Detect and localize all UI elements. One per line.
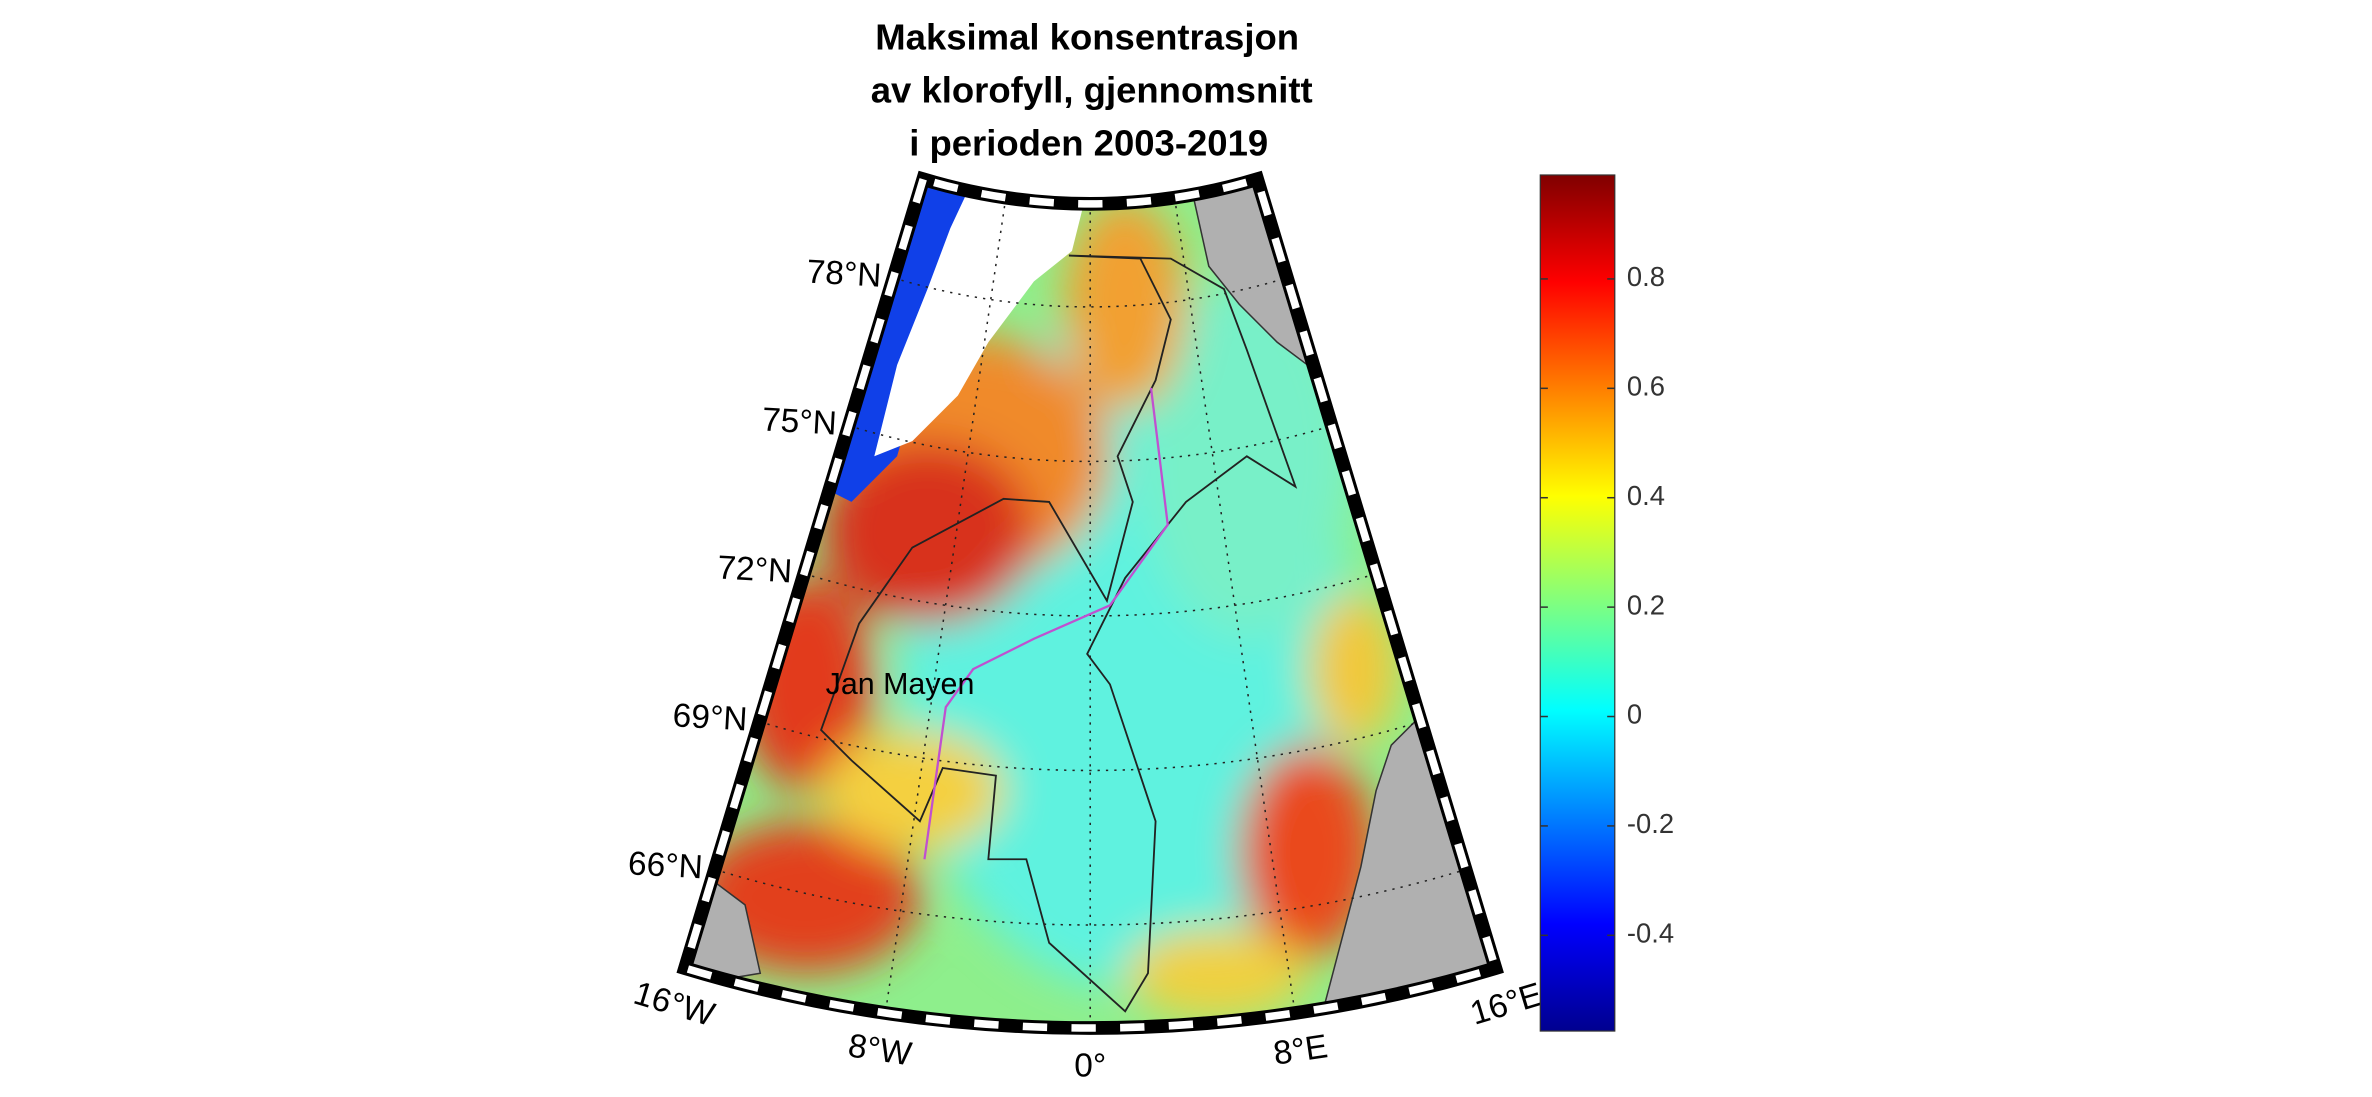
parallel [714,868,1466,926]
field-blob [1307,593,1399,746]
lon-label: 8°W [846,1027,915,1073]
field-blob [1239,745,1377,959]
land [1321,713,1496,1013]
colorbar-tick-label: -0.2 [1627,808,1674,839]
field-blob [821,729,1004,852]
lat-label: 78°N [806,254,883,295]
lon-label: 0° [1074,1047,1106,1084]
transect [923,387,1169,860]
frame-inner [680,174,1501,1032]
frame [676,170,1504,1035]
parallel [759,720,1422,772]
field-blob [1125,927,1308,1019]
colorbar [1539,174,1616,1032]
lat-label: 66°N [627,845,704,886]
colorbar-tick-label: 0.8 [1627,261,1665,292]
colorbar-tick-label: 0.4 [1627,480,1665,511]
ice [874,179,1088,457]
lon-label: 8°E [1271,1028,1330,1073]
lat-label: 69°N [672,697,749,738]
colorbar-tick-label: 0 [1627,699,1642,730]
field-blob [1064,197,1186,411]
title-line: i perioden 2003-2019 [909,123,1268,164]
land [1192,179,1309,367]
lat-label: 72°N [716,549,793,590]
outline [820,254,1298,1013]
annotation: Jan Mayen [826,667,975,701]
title-line: Maksimal konsentrasjon [875,16,1299,57]
colorbar-tick-label: -0.4 [1627,918,1674,949]
ice-edge [821,179,974,502]
meridian [1173,197,1296,1014]
colorbar-tick-label: 0.2 [1627,589,1665,620]
lon-label: 16°E [1466,976,1546,1032]
field-blob [821,441,1034,624]
colorbar-tick-label: 0.6 [1627,371,1665,402]
lat-label: 75°N [761,401,838,442]
title: Maksimal konsentrasjon av klorofyll, gje… [871,16,1313,163]
title-line: av klorofyll, gjennomsnitt [871,70,1313,111]
outlines [820,254,1298,1013]
map-field [685,179,1496,1029]
lon-label: 16°W [629,975,719,1034]
meridian [884,197,1007,1014]
colorbar-ticks: -0.4 -0.2 0 0.2 0.4 0.6 0.8 [1540,261,1674,949]
